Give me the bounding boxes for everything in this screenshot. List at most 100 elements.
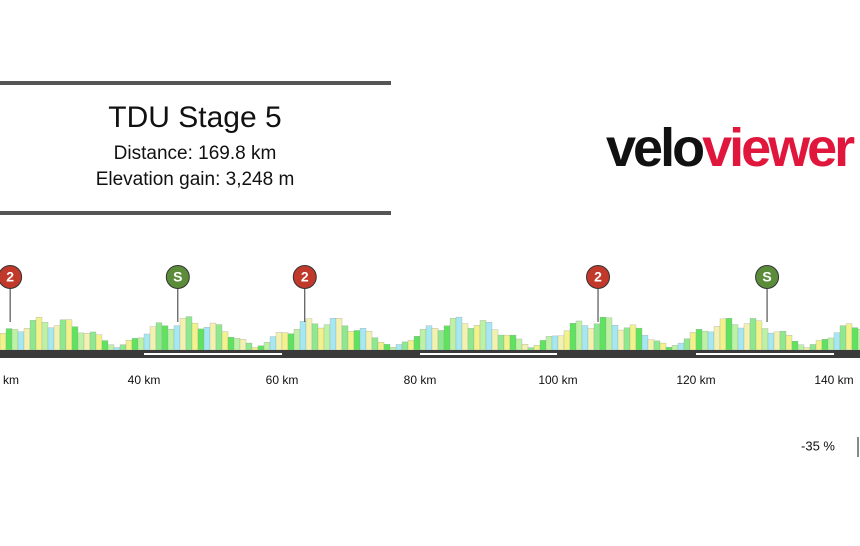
profile-stripe — [533, 345, 541, 351]
profile-stripe — [671, 345, 679, 351]
profile-stripe — [17, 331, 25, 351]
profile-stripe — [23, 328, 31, 351]
profile-stripe — [305, 318, 313, 351]
climb-marker — [292, 265, 317, 289]
road-segment — [696, 353, 834, 355]
profile-stripe — [191, 322, 199, 351]
profile-stripe — [77, 332, 85, 351]
profile-stripe — [449, 318, 457, 351]
profile-stripe — [131, 338, 139, 351]
profile-stripe — [125, 340, 133, 351]
profile-stripe — [347, 331, 355, 351]
profile-stripe — [401, 341, 409, 351]
profile-stripe — [599, 316, 607, 351]
distance: Distance: 169.8 km — [114, 143, 277, 164]
climb-marker — [755, 265, 780, 289]
profile-stripe — [263, 342, 271, 351]
profile-stripe — [353, 330, 361, 351]
profile-stripe — [341, 325, 349, 351]
profile-stripe — [653, 340, 661, 351]
profile-stripe — [551, 335, 559, 351]
profile-stripe — [413, 336, 421, 351]
title-rule — [0, 81, 391, 85]
profile-stripe — [317, 327, 325, 351]
profile-stripe — [149, 326, 157, 351]
profile-stripe — [623, 327, 631, 351]
profile-stripe — [797, 344, 805, 351]
profile-stripe — [53, 325, 61, 351]
profile-stripe — [83, 333, 91, 351]
profile-stripe — [467, 328, 475, 351]
elevation-gain: Elevation gain: 3,248 m — [96, 169, 295, 190]
profile-stripe — [569, 323, 577, 351]
profile-stripe — [641, 334, 649, 351]
profile-stripe — [329, 317, 337, 351]
profile-stripe — [803, 347, 811, 351]
profile-stripe — [593, 323, 601, 351]
profile-stripe — [95, 334, 103, 351]
profile-stripe — [851, 327, 859, 351]
profile-stripe — [431, 328, 439, 351]
profile-stripe — [695, 329, 703, 351]
profile-stripe — [791, 341, 799, 351]
profile-stripe — [545, 336, 553, 351]
climb-marker-label: 2 — [301, 269, 309, 285]
profile-stripe — [635, 327, 643, 351]
profile-stripe — [227, 337, 235, 351]
profile-stripe — [845, 323, 853, 351]
profile-stripe — [707, 331, 715, 351]
legend-label: -35 % — [801, 438, 835, 453]
profile-stripe — [689, 332, 697, 351]
profile-stripe — [11, 329, 19, 351]
profile-stripe — [605, 317, 613, 351]
profile-stripe — [299, 321, 307, 351]
profile-stripe — [209, 322, 217, 351]
profile-stripe — [101, 340, 109, 351]
climb-marker — [586, 265, 611, 289]
profile-stripe — [527, 347, 535, 351]
profile-stripe — [443, 325, 451, 351]
profile-stripe — [815, 340, 823, 351]
profile-stripe — [0, 333, 7, 351]
profile-stripe — [245, 342, 253, 351]
profile-stripe — [161, 325, 169, 351]
profile-stripe — [365, 331, 373, 351]
profile-stripe — [29, 320, 37, 351]
profile-stripe — [827, 337, 835, 351]
profile-stripe — [491, 329, 499, 351]
profile-stripe — [185, 316, 193, 351]
profile-stripe — [311, 323, 319, 351]
profile-stripe — [5, 328, 13, 351]
climb-marker — [0, 265, 23, 289]
title-rule — [0, 211, 391, 215]
climb-marker-label: 2 — [6, 269, 14, 285]
profile-stripe — [677, 342, 685, 351]
profile-stripe — [389, 347, 397, 351]
profile-stripe — [59, 319, 67, 351]
profile-stripe — [563, 330, 571, 351]
profile-stripe — [455, 316, 463, 351]
profile-stripe — [419, 329, 427, 351]
profile-stripe — [539, 340, 547, 351]
profile-stripe — [407, 340, 415, 351]
profile-stripe — [485, 322, 493, 351]
profile-stripe — [683, 338, 691, 351]
profile-stripe — [47, 327, 55, 351]
profile-stripe — [359, 328, 367, 351]
x-tick-label: 60 km — [266, 373, 299, 387]
climb-marker-label: 2 — [594, 269, 602, 285]
profile-stripe — [371, 337, 379, 351]
title: TDU Stage 5 — [108, 101, 281, 134]
profile-stripe — [779, 331, 787, 351]
profile — [0, 316, 860, 351]
climb-marker-label: S — [762, 269, 771, 285]
profile-stripe — [119, 344, 127, 351]
profile-stripe — [377, 342, 385, 351]
profile-stripe — [71, 326, 79, 351]
profile-stripe — [173, 325, 181, 351]
road-segment — [420, 353, 557, 355]
profile-stripe — [719, 318, 727, 351]
profile-stripe — [785, 335, 793, 351]
profile-stripe — [239, 339, 247, 351]
